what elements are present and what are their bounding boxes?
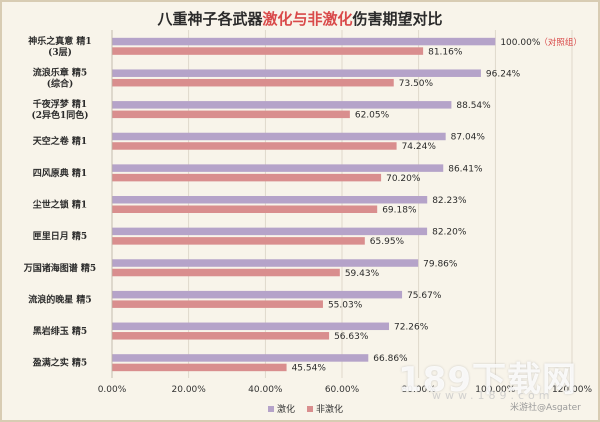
legend-swatch-series1 <box>268 405 274 412</box>
bar-series1 <box>112 101 452 109</box>
category-label: 神乐之真意 精1 <box>28 35 91 47</box>
chart-title: 八重神子各武器激化与非激化伤害期望对比 <box>0 8 600 29</box>
bar-series1 <box>112 290 403 299</box>
data-label: 81.16% <box>428 47 463 57</box>
data-label: 100.00% <box>500 38 540 48</box>
data-label: 62.05% <box>355 111 390 121</box>
bar-series2 <box>112 47 424 55</box>
credit-text: 米游社@Asgater <box>510 403 581 413</box>
category-label: 尘世之锁 精1 <box>33 199 87 211</box>
category-label: 万国诸海图谱 精5 <box>23 262 96 274</box>
data-label: 82.20% <box>432 228 467 238</box>
bar-series2 <box>112 173 382 182</box>
legend-label-series1: 激化 <box>277 405 296 415</box>
data-label: 55.03% <box>328 300 363 310</box>
watermark-url: www.189.com <box>432 389 554 402</box>
data-label: 74.24% <box>402 142 437 152</box>
bar-series1 <box>112 196 428 204</box>
category-label: 流浪的晚星 精5 <box>28 293 91 305</box>
data-label: 96.24% <box>486 69 521 79</box>
bar-series2 <box>112 142 397 150</box>
category-label: (3层) <box>48 47 72 58</box>
legend-item-series1: 激化 <box>268 402 295 415</box>
title-part1: 八重神子各武器 <box>157 10 263 28</box>
category-label: 千夜浮梦 精1 <box>33 98 87 110</box>
x-tick-label: 20.00% <box>172 385 207 395</box>
category-label: 四风原典 精1 <box>33 167 87 179</box>
bar-series2 <box>112 237 365 245</box>
x-tick-label: 100.00% <box>475 385 515 395</box>
bar-series1 <box>112 37 496 46</box>
data-label: 66.86% <box>373 354 408 364</box>
x-tick-label: 40.00% <box>248 385 283 395</box>
category-label: (综合) <box>47 77 74 89</box>
legend-item-series2: 非激化 <box>307 402 343 415</box>
bar-series1 <box>112 259 419 267</box>
data-label: 59.43% <box>345 269 380 279</box>
category-label: 天空之卷 精1 <box>33 135 87 147</box>
data-label: 65.95% <box>370 237 405 247</box>
bar-series2 <box>112 332 330 340</box>
category-label: 流浪乐章 精5 <box>33 66 87 78</box>
data-label: 86.41% <box>448 164 483 174</box>
bar-series1 <box>112 69 481 77</box>
data-label: 70.20% <box>386 174 421 184</box>
data-label: 72.26% <box>394 323 429 333</box>
bar-series2 <box>112 300 323 308</box>
bar-series1 <box>112 227 428 236</box>
annotation-label: （对照组） <box>539 37 582 48</box>
legend: 激化 非激化 <box>268 402 343 415</box>
x-tick-label: 120.00% <box>552 385 592 395</box>
legend-swatch-series2 <box>307 405 314 412</box>
bar-series1 <box>112 322 389 331</box>
bar-series2 <box>112 268 340 277</box>
bar-series2 <box>112 110 350 119</box>
data-label: 79.86% <box>423 259 458 269</box>
x-tick-label: 0.00% <box>98 385 127 395</box>
category-label: 匣里日月 精5 <box>33 230 87 242</box>
title-part2: 伤害期望对比 <box>352 10 443 28</box>
data-label: 75.67% <box>407 291 442 301</box>
title-highlight: 激化与非激化 <box>262 10 353 28</box>
data-label: 73.50% <box>399 79 434 89</box>
data-label: 56.63% <box>334 332 369 342</box>
x-tick-label: 60.00% <box>325 385 360 395</box>
legend-label-series2: 非激化 <box>316 405 344 415</box>
bar-series2 <box>112 205 378 213</box>
category-label: 黑岩绯玉 精5 <box>33 325 87 337</box>
data-label: 69.18% <box>382 206 417 216</box>
data-label: 82.23% <box>432 196 467 206</box>
bar-series2 <box>112 363 287 372</box>
bar-series1 <box>112 132 446 141</box>
data-label: 88.54% <box>456 101 491 111</box>
bar-series1 <box>112 164 444 172</box>
bar-series2 <box>112 78 394 87</box>
watermark-brand: 189下载网 <box>398 360 577 400</box>
data-label: 87.04% <box>451 133 486 143</box>
x-tick-label: 80.00% <box>402 385 437 395</box>
category-label: 盈满之实 精5 <box>32 357 87 369</box>
data-label: 45.54% <box>292 364 327 374</box>
bar-series1 <box>112 354 369 362</box>
category-label: (2异色1同色) <box>31 109 88 121</box>
